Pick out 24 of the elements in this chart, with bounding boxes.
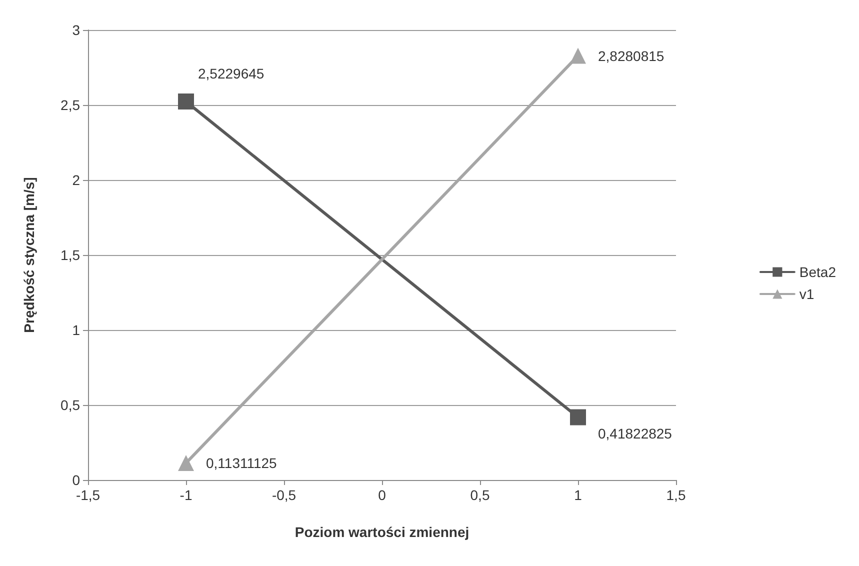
- x-tick-label: 0,5: [470, 487, 490, 503]
- data-label: 2,5229645: [198, 66, 264, 82]
- point: [570, 409, 586, 426]
- y-tick-label: 1,5: [60, 247, 80, 263]
- y-tick-label: 2: [72, 172, 80, 188]
- x-tick-label: 1,5: [666, 487, 686, 503]
- y-tick-label: 0,5: [60, 397, 80, 413]
- y-tick-label: 0: [72, 472, 80, 488]
- y-tick-label: 2,5: [60, 97, 80, 113]
- x-tick-label: -1,5: [76, 487, 100, 503]
- x-tick-label: -0,5: [272, 487, 296, 503]
- point: [178, 94, 194, 110]
- x-axis-title: Poziom wartości zmiennej: [294, 524, 470, 540]
- legend-label: Beta2: [799, 264, 836, 280]
- x-tick-label: 1: [574, 487, 582, 503]
- y-tick-label: 3: [72, 22, 80, 38]
- y-tick-label: 1: [72, 322, 80, 338]
- legend-label: v1: [799, 286, 814, 302]
- x-tick-label: 0: [378, 487, 386, 503]
- data-label: 2,8280815: [598, 48, 664, 64]
- data-label: 0,11311125: [206, 455, 278, 472]
- data-label: 0,41822825: [598, 425, 672, 442]
- x-tick-label: -1: [180, 487, 192, 503]
- y-axis-title: Prędkość styczna [m/s]: [21, 177, 37, 333]
